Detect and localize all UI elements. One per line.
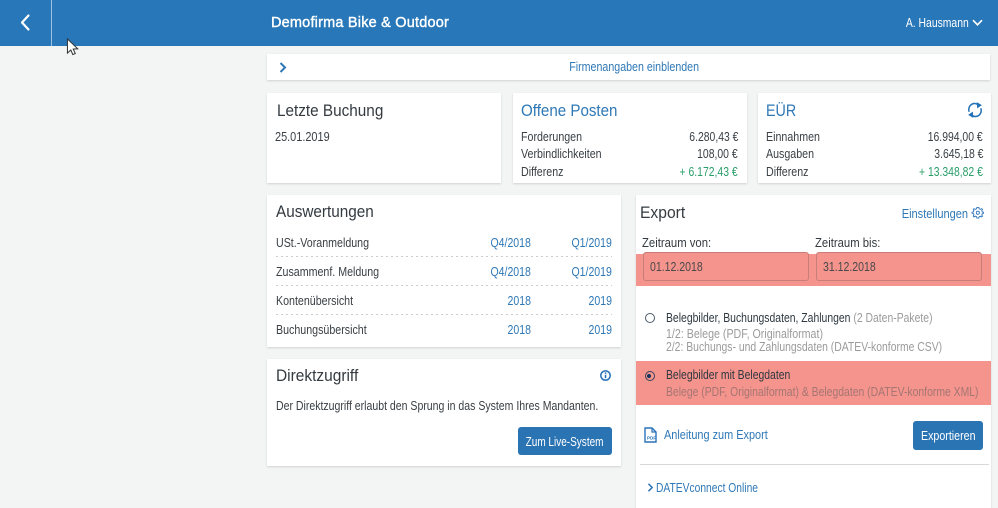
svg-text:PDF: PDF — [647, 436, 656, 441]
